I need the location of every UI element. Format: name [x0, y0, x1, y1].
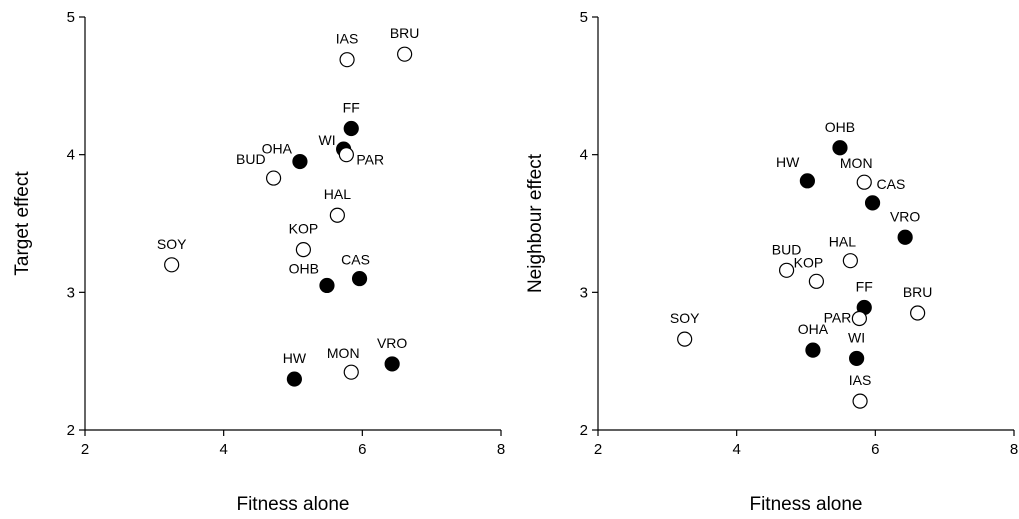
- data-point-cas: [351, 270, 368, 287]
- point-label-ias: IAS: [336, 31, 359, 47]
- x-tick-label: 6: [871, 441, 879, 458]
- point-label-mon: MON: [840, 155, 873, 171]
- point-label-hw: HW: [283, 350, 307, 366]
- x-tick-label: 8: [497, 441, 505, 458]
- x-axis-title: Fitness alone: [749, 494, 862, 515]
- y-tick-label: 5: [67, 9, 75, 26]
- point-label-ias: IAS: [849, 372, 872, 388]
- y-axis-title: Target effect: [12, 171, 33, 276]
- point-label-vro: VRO: [890, 208, 920, 224]
- point-label-ff: FF: [343, 100, 360, 116]
- x-tick-label: 8: [1010, 441, 1018, 458]
- y-tick-label: 2: [580, 422, 588, 439]
- data-point-bru: [397, 46, 413, 62]
- data-point-wi: [849, 350, 865, 367]
- data-point-soy: [164, 257, 180, 273]
- data-point-par: [851, 310, 867, 327]
- point-label-wi: WI: [319, 132, 336, 148]
- point-label-kop: KOP: [289, 221, 319, 237]
- data-point-bud: [778, 262, 795, 278]
- x-tick-label: 2: [594, 441, 602, 458]
- data-point-ias: [339, 52, 355, 68]
- data-point-mon: [343, 364, 359, 380]
- point-label-hal: HAL: [324, 186, 351, 202]
- y-tick-label: 2: [67, 422, 75, 439]
- x-tick-label: 2: [81, 441, 89, 458]
- point-label-cas: CAS: [877, 176, 906, 192]
- point-label-cas: CAS: [341, 252, 370, 268]
- point-label-wi: WI: [848, 329, 865, 345]
- data-point-oha: [292, 153, 308, 170]
- point-label-hw: HW: [776, 154, 800, 170]
- point-label-bru: BRU: [390, 25, 420, 41]
- target-effect-panel: 2 3 4 5 2 4 6 8 Fitness alone Target effect IAS BRU…: [12, 9, 505, 515]
- point-label-soy: SOY: [157, 236, 187, 252]
- data-point-hal: [842, 253, 858, 269]
- data-point-kop: [808, 273, 825, 289]
- data-point-ohb: [319, 277, 335, 294]
- data-point-vro: [897, 229, 913, 245]
- data-point-hw: [286, 371, 302, 387]
- point-label-kop: KOP: [794, 254, 824, 270]
- neighbour-effect-panel: 2 3 4 5 2 4 6 8 Fitness alone Neighbour effect OHB…: [525, 9, 1018, 515]
- point-label-par: PAR: [356, 152, 384, 168]
- x-tick-label: 4: [219, 441, 227, 458]
- y-axis-title: Neighbour effect: [525, 153, 546, 293]
- point-label-ohb: OHB: [825, 119, 855, 135]
- x-axis-title: Fitness alone: [236, 494, 349, 515]
- y-tick-label: 4: [580, 147, 588, 164]
- point-label-ohb: OHB: [289, 260, 319, 276]
- point-label-mon: MON: [327, 345, 360, 361]
- data-point-cas: [864, 195, 881, 211]
- data-point-hal: [329, 207, 345, 223]
- data-point-oha: [805, 342, 821, 358]
- data-point-ff: [343, 120, 359, 137]
- data-point-ohb: [832, 140, 848, 156]
- point-label-oha: OHA: [798, 321, 829, 337]
- point-label-bru: BRU: [903, 284, 933, 300]
- data-point-bru: [910, 305, 926, 321]
- point-label-bud: BUD: [236, 151, 266, 167]
- x-tick-label: 4: [732, 441, 740, 458]
- data-point-par: [338, 147, 354, 163]
- y-tick-label: 3: [580, 284, 588, 301]
- data-point-vro: [384, 356, 400, 372]
- point-label-bud: BUD: [772, 241, 802, 257]
- data-point-mon: [856, 174, 872, 190]
- point-label-par: PAR: [824, 309, 852, 325]
- y-tick-label: 4: [67, 147, 75, 164]
- data-point-kop: [295, 242, 311, 258]
- point-label-vro: VRO: [377, 335, 407, 351]
- point-label-oha: OHA: [262, 141, 293, 157]
- point-label-ff: FF: [856, 278, 873, 294]
- y-tick-label: 3: [67, 284, 75, 301]
- point-label-hal: HAL: [829, 234, 856, 250]
- data-point-hw: [799, 173, 815, 189]
- y-tick-label: 5: [580, 9, 588, 26]
- data-point-ias: [852, 393, 868, 409]
- data-point-bud: [265, 170, 282, 186]
- point-label-soy: SOY: [670, 310, 700, 326]
- data-point-soy: [677, 331, 693, 347]
- x-tick-label: 6: [358, 441, 366, 458]
